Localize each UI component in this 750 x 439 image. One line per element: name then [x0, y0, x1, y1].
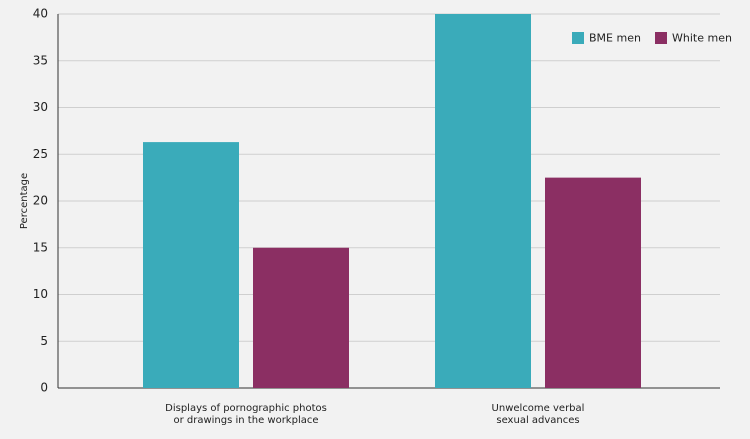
y-tick-label: 40 [33, 7, 48, 21]
bar [435, 14, 531, 388]
x-tick-label: or drawings in the workplace [173, 415, 318, 426]
y-tick-label: 35 [33, 53, 48, 67]
legend-swatch [572, 32, 584, 44]
y-tick-label: 25 [33, 147, 48, 161]
y-tick-label: 15 [33, 240, 48, 254]
bar [143, 142, 239, 388]
y-tick-label: 20 [33, 194, 48, 208]
y-tick-label: 0 [40, 381, 48, 395]
y-tick-label: 30 [33, 100, 48, 114]
x-tick-label: Unwelcome verbal [492, 403, 585, 414]
x-tick-label: Displays of pornographic photos [165, 403, 327, 414]
y-axis-label: Percentage [19, 173, 30, 229]
y-tick-label: 10 [33, 287, 48, 301]
x-tick-label: sexual advances [496, 415, 579, 426]
legend-label: White men [672, 32, 732, 45]
legend-label: BME men [589, 32, 641, 45]
legend-swatch [655, 32, 667, 44]
bar [253, 247, 349, 388]
bar [545, 177, 641, 388]
y-tick-label: 5 [40, 334, 48, 348]
